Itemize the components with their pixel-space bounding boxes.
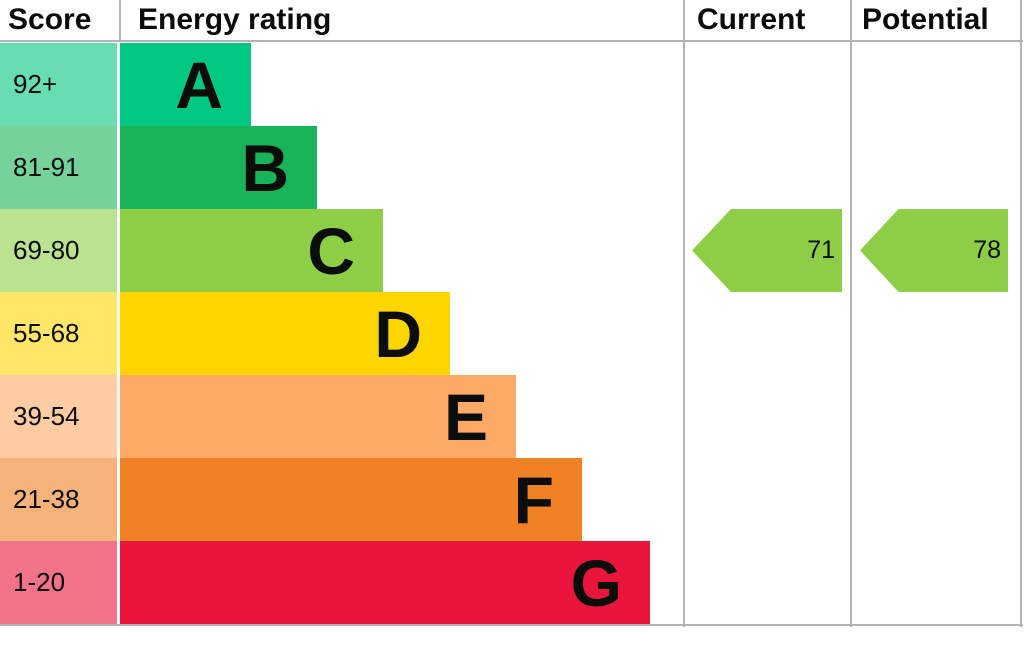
band-bar: A bbox=[120, 43, 251, 126]
band-letter: A bbox=[175, 47, 223, 122]
band-bar: B bbox=[120, 126, 317, 209]
band-letter: F bbox=[513, 462, 554, 537]
potential-rating-value: 78 bbox=[973, 236, 1001, 264]
right-border bbox=[1020, 0, 1022, 627]
band-row: 55-68 D bbox=[0, 292, 650, 375]
band-row: 81-91 B bbox=[0, 126, 650, 209]
band-row: 1-20 G bbox=[0, 541, 650, 624]
band-bar: D bbox=[120, 292, 450, 375]
band-score-range: 21-38 bbox=[0, 458, 117, 541]
current-rating-arrow: 71 bbox=[692, 209, 842, 292]
band-bar: F bbox=[120, 458, 582, 541]
band-score-range: 81-91 bbox=[0, 126, 117, 209]
header-potential: Potential bbox=[862, 3, 989, 36]
band-score-range: 39-54 bbox=[0, 375, 117, 458]
header-score: Score bbox=[8, 3, 92, 36]
score-header-divider bbox=[119, 0, 121, 40]
current-rating-value: 71 bbox=[807, 236, 835, 264]
band-row: 21-38 F bbox=[0, 458, 650, 541]
chart-bottom-border bbox=[0, 624, 1023, 626]
header-current: Current bbox=[697, 3, 806, 36]
potential-column-divider bbox=[850, 0, 852, 627]
band-score-range: 55-68 bbox=[0, 292, 117, 375]
band-bar: E bbox=[120, 375, 516, 458]
band-rows: 92+ A 81-91 B 69-80 C 55-68 D 39-54 E 21… bbox=[0, 43, 650, 624]
band-letter: G bbox=[570, 545, 622, 620]
header-energy-rating: Energy rating bbox=[138, 3, 332, 36]
band-score-range: 92+ bbox=[0, 43, 117, 126]
band-row: 39-54 E bbox=[0, 375, 650, 458]
potential-rating-arrow: 78 bbox=[860, 209, 1008, 292]
band-letter: D bbox=[374, 296, 422, 371]
band-letter: C bbox=[307, 213, 355, 288]
band-row: 69-80 C bbox=[0, 209, 650, 292]
band-letter: E bbox=[443, 379, 488, 454]
band-score-range: 1-20 bbox=[0, 541, 117, 624]
band-bar: G bbox=[120, 541, 650, 624]
band-bar: C bbox=[120, 209, 383, 292]
header-bottom-border bbox=[0, 40, 1023, 42]
band-row: 92+ A bbox=[0, 43, 650, 126]
current-column-divider bbox=[683, 0, 685, 627]
band-letter: B bbox=[241, 130, 289, 205]
band-score-range: 69-80 bbox=[0, 209, 117, 292]
